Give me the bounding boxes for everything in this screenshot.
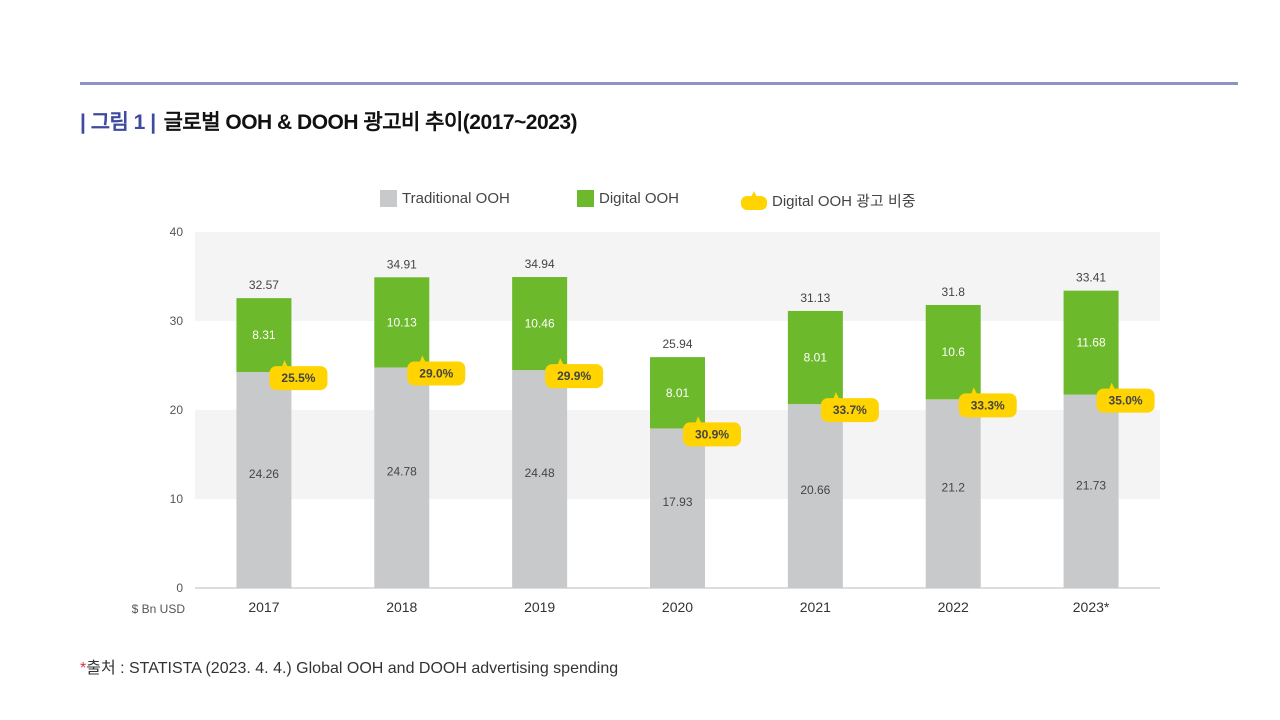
bar-digital <box>512 277 568 371</box>
share-bubble <box>545 364 604 389</box>
digital-value-label: 8.31 <box>252 328 276 342</box>
total-label: 33.41 <box>1076 271 1106 285</box>
share-bubble <box>820 398 879 423</box>
traditional-value-label: 21.2 <box>942 481 966 495</box>
y-tick-label: 40 <box>170 225 184 239</box>
total-label: 32.57 <box>249 278 279 292</box>
y-tick-label: 0 <box>176 581 183 595</box>
share-label: 33.7% <box>833 403 867 417</box>
share-label: 30.9% <box>695 427 729 441</box>
total-label: 34.91 <box>387 257 417 271</box>
y-tick-label: 10 <box>170 492 184 506</box>
bar-traditional <box>236 372 292 588</box>
legend-item-share: Digital OOH 광고 비중 <box>740 190 916 211</box>
unit-label: $ Bn USD <box>132 602 186 616</box>
digital-value-label: 11.68 <box>1077 336 1106 350</box>
share-bubble <box>269 366 328 391</box>
bar-traditional <box>787 404 843 588</box>
digital-value-label: 10.6 <box>942 345 966 359</box>
y-tick-label: 30 <box>170 314 184 328</box>
speech-bubble-icon <box>741 190 767 210</box>
traditional-value-label: 24.78 <box>387 465 417 479</box>
traditional-value-label: 21.73 <box>1076 478 1106 492</box>
x-tick-label: 2018 <box>386 599 417 615</box>
figure-label: | 그림 1 | <box>80 111 156 134</box>
bar-traditional <box>512 370 568 588</box>
legend-label: Traditional OOH <box>402 190 510 207</box>
digital-value-label: 8.01 <box>666 386 690 400</box>
traditional-value-label: 24.48 <box>525 466 555 480</box>
share-label: 33.3% <box>971 398 1005 412</box>
legend-item-digital: Digital OOH <box>577 190 679 207</box>
x-tick-label: 2022 <box>938 599 969 615</box>
total-label: 31.13 <box>800 291 830 305</box>
bar-traditional <box>925 399 981 588</box>
grid-band <box>195 232 1160 321</box>
x-tick-label: 2021 <box>800 599 831 615</box>
legend-label: Digital OOH 광고 비중 <box>772 193 916 210</box>
legend: Traditional OOH Digital OOH Digital OOH … <box>0 190 1280 212</box>
share-bubble <box>407 361 466 386</box>
x-tick-label: 2019 <box>524 599 555 615</box>
traditional-value-label: 20.66 <box>800 483 830 497</box>
share-bubble <box>958 393 1017 418</box>
bar-digital <box>650 357 705 429</box>
share-label: 25.5% <box>281 371 315 385</box>
bar-traditional <box>374 367 430 588</box>
total-label: 34.94 <box>525 257 555 271</box>
y-tick-label: 20 <box>170 403 184 417</box>
title-text: 글로벌 OOH & DOOH 광고비 추이(2017~2023) <box>163 111 578 134</box>
share-label: 29.0% <box>419 366 453 380</box>
share-label: 35.0% <box>1109 394 1143 408</box>
footnote-text: 출처 : STATISTA (2023. 4. 4.) Global OOH a… <box>86 660 619 677</box>
share-label: 29.9% <box>557 369 591 383</box>
share-bubble <box>683 422 741 447</box>
digital-value-label: 10.46 <box>525 317 555 331</box>
footnote: *출처 : STATISTA (2023. 4. 4.) Global OOH … <box>80 654 618 678</box>
traditional-value-label: 17.93 <box>662 495 692 509</box>
bar-digital <box>374 277 430 368</box>
legend-label: Digital OOH <box>599 190 680 207</box>
total-label: 31.8 <box>942 285 966 299</box>
chart-title: | 그림 1 | 글로벌 OOH & DOOH 광고비 추이(2017~2023) <box>80 106 578 136</box>
legend-item-traditional: Traditional OOH <box>380 190 510 207</box>
legend-swatch-digital <box>577 190 594 207</box>
legend-swatch-traditional <box>380 190 397 207</box>
top-rule <box>80 82 1238 85</box>
bar-digital <box>236 298 292 373</box>
footnote-asterisk: * <box>80 660 87 677</box>
traditional-value-label: 24.26 <box>249 467 279 481</box>
digital-value-label: 10.13 <box>387 315 417 329</box>
bar-digital <box>1063 290 1119 395</box>
x-tick-label: 2023* <box>1073 599 1110 615</box>
x-tick-label: 2017 <box>248 599 279 615</box>
bar-digital <box>925 304 981 400</box>
bar-traditional <box>1063 394 1119 588</box>
x-tick-label: 2020 <box>662 599 693 615</box>
digital-value-label: 8.01 <box>804 351 828 365</box>
bar-digital <box>787 310 843 405</box>
bar-traditional <box>650 428 705 588</box>
share-bubble <box>1096 388 1155 413</box>
total-label: 25.94 <box>662 337 692 351</box>
